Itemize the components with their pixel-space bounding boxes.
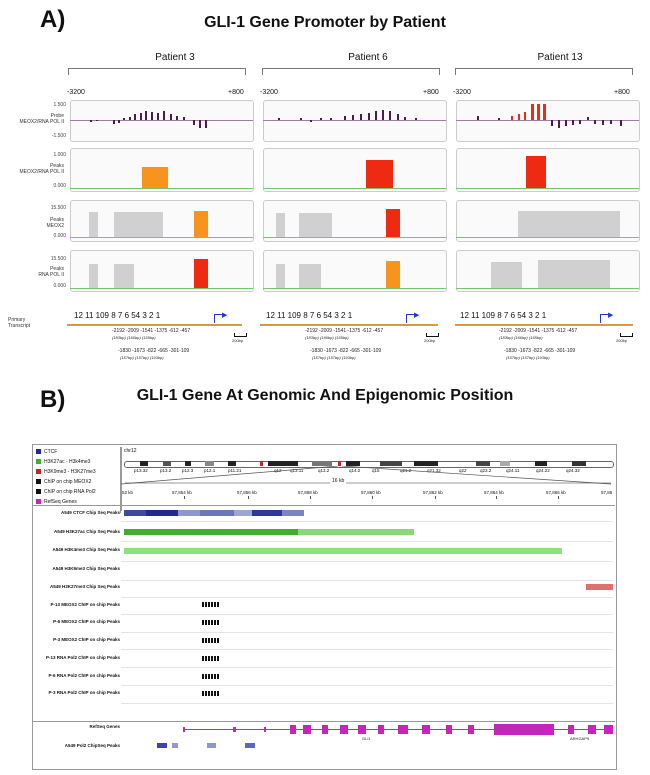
p3-probe-panel xyxy=(70,100,254,142)
igv-browser-frame xyxy=(32,444,617,770)
p6-peaks-both-panel xyxy=(263,148,447,192)
track-label-h3k9me3: A549 H3K9me3 Chip Seq Peaks xyxy=(52,566,120,571)
coord-left-p6: -3200 xyxy=(260,89,278,96)
patient-13-bracket xyxy=(455,68,633,75)
header-divider xyxy=(32,505,615,506)
panel-a-title: GLI-1 Gene Promoter by Patient xyxy=(204,14,446,31)
track-label-a549-pol2: A549 Pol2 ChipSeq Peaks xyxy=(64,743,120,748)
span-label: 16 kb xyxy=(330,478,347,484)
track-divider xyxy=(121,561,613,562)
legend-pol2-swatch xyxy=(36,489,41,495)
gene-label-arhgap9: ARHGAP9 xyxy=(570,736,590,741)
legend-refseq-swatch xyxy=(36,499,41,505)
tick-both-bottom: 0.000 xyxy=(53,183,66,189)
row-label-probe: Probe MEOX2/RNA POL II xyxy=(19,113,64,125)
track-divider xyxy=(121,667,613,668)
track-label-h3k4me3: A549 H3K4me3 Chip Seq Peaks xyxy=(52,547,120,552)
tick-meox2-bottom: 0.000 xyxy=(53,233,66,239)
p6-peak-both xyxy=(366,160,393,188)
p3-peak-both xyxy=(142,167,168,188)
p6-meox2-baseline xyxy=(263,237,446,238)
track-divider xyxy=(121,597,613,598)
chromosome-name: chr12 xyxy=(124,448,137,454)
row-label-peaks-pol2: Peaks RNA POL II xyxy=(38,266,64,278)
p6-pol2-panel xyxy=(263,250,447,292)
coord-right-p6: +800 xyxy=(423,89,439,96)
refseq-divider xyxy=(32,721,615,722)
gene-label-gli1: GLI1 xyxy=(362,736,371,741)
p3-probe-baseline xyxy=(70,120,253,121)
track-label-p13-meox2: P-13 MEOX2 ChIP on chip Peaks xyxy=(50,602,120,607)
p3-both-baseline xyxy=(70,188,253,189)
row-label-peaks-both: Peaks MEOX2/RNA POL II xyxy=(19,163,64,175)
tick-pol2-bottom: 0.000 xyxy=(53,283,66,289)
panel-a-label: A) xyxy=(40,6,66,33)
coord-right-p3: +800 xyxy=(228,89,244,96)
track-label-refseq: RefSeq Genes xyxy=(89,724,120,729)
track-divider xyxy=(121,541,613,542)
tick-pol2-top: 15.500 xyxy=(50,256,66,262)
patient-3-name: Patient 3 xyxy=(155,52,195,63)
panel-b-title: GLI-1 Gene At Genomic And Epigenomic Pos… xyxy=(136,387,514,404)
p6-probe-baseline xyxy=(263,120,446,121)
legend-meox2-swatch xyxy=(36,479,41,485)
row-label-transcript: Primary Transcript xyxy=(8,317,31,329)
track-label-p6-pol2: P-6 RNA Pol2 ChIP on chip Peaks xyxy=(48,673,120,678)
p3-pol2-panel xyxy=(70,250,254,292)
chromosome-header xyxy=(121,447,616,511)
track-label-h3k27ac: A549 H3K27ac Chip Seq Peaks xyxy=(53,529,120,534)
p3-pol2-baseline xyxy=(70,288,253,289)
p6-both-baseline xyxy=(263,188,446,189)
coord-left-p3: -3200 xyxy=(67,89,85,96)
tick-both-top: 1.000 xyxy=(53,152,66,158)
p6-pol2-baseline xyxy=(263,288,446,289)
tick-meox2-top: 15.500 xyxy=(50,205,66,211)
track-divider xyxy=(121,614,613,615)
track-divider xyxy=(121,580,613,581)
track-label-p13-pol2: P-13 RNA Pol2 ChIP on chip Peaks xyxy=(45,655,120,660)
p13-meox2-baseline xyxy=(456,237,639,238)
patient-6-name: Patient 6 xyxy=(348,52,388,63)
patient-13-name: Patient 13 xyxy=(537,52,583,63)
p3-meox2-baseline xyxy=(70,237,253,238)
h3k27me3-peaks xyxy=(586,584,613,590)
legend-h3k27ac-swatch xyxy=(36,459,41,465)
row-label-peaks-meox2: Peaks MEOX2 xyxy=(46,217,64,229)
track-divider xyxy=(121,685,613,686)
track-label-ctcf: A549 CTCF Chip Seq Peaks xyxy=(60,510,120,515)
h3k4me3-peaks xyxy=(124,548,562,554)
track-label-p3-pol2: P-3 RNA Pol2 ChIP on chip Peaks xyxy=(48,690,120,695)
legend-h3k9me3-swatch xyxy=(36,469,41,475)
panel-b-label: B) xyxy=(40,386,66,413)
tick-probe-bottom: -1.500 xyxy=(51,133,66,139)
track-label-h3k27me3: A549 H3K27me3 Chip Seq Peaks xyxy=(49,584,120,589)
patient-3-bracket xyxy=(68,68,246,75)
p13-peaks-both-panel xyxy=(456,148,640,192)
track-divider xyxy=(121,521,613,522)
zoom-lines xyxy=(121,466,612,485)
p13-peak-both xyxy=(526,156,546,188)
igv-legend: CTCF H3K27ac - H3k4me3 H3K9me3 - H3K27me… xyxy=(34,447,121,513)
p13-probe-baseline xyxy=(456,120,639,121)
legend-ctcf-swatch xyxy=(36,449,41,455)
track-label-p3-meox2: P-3 MEOX2 ChIP on chip Peaks xyxy=(53,637,120,642)
coord-right-p13: +800 xyxy=(614,89,630,96)
patient-6-bracket xyxy=(262,68,440,75)
p6-probe-panel xyxy=(263,100,447,142)
p13-probe-panel xyxy=(456,100,640,142)
track-divider xyxy=(121,632,613,633)
p13-both-baseline xyxy=(456,188,639,189)
p13-pol2-baseline xyxy=(456,288,639,289)
p6-meox2-panel xyxy=(263,200,447,242)
tick-probe-top: 1.500 xyxy=(53,102,66,108)
track-label-p6-meox2: P-6 MEOX2 ChIP on chip Peaks xyxy=(53,619,120,624)
track-divider xyxy=(121,649,613,650)
track-divider xyxy=(121,703,613,704)
coord-left-p13: -3200 xyxy=(453,89,471,96)
